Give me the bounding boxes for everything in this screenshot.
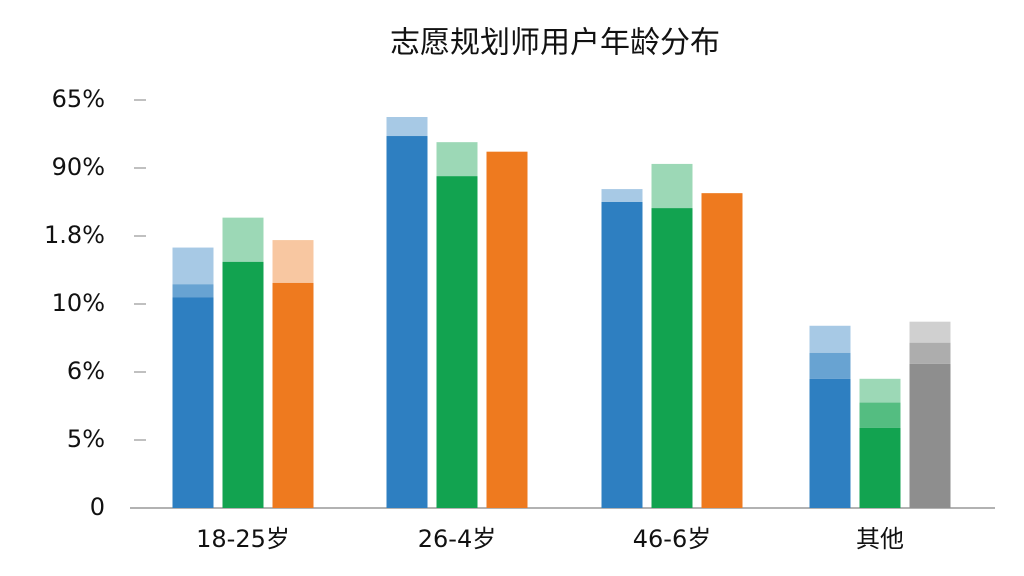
bar-segment: [386, 136, 428, 509]
x-tick-label: 其他: [856, 525, 904, 553]
bar-segment: [909, 363, 951, 508]
bar-segment: [222, 217, 264, 262]
bar-segment: [172, 297, 214, 508]
bar-segment: [651, 208, 693, 508]
x-tick-label: 46-6岁: [633, 525, 711, 553]
bar-segment: [272, 240, 314, 283]
bar-segment: [859, 402, 901, 428]
y-tick-label: 5%: [67, 425, 105, 453]
y-tick-label: 0: [90, 493, 105, 521]
bar-segment: [859, 378, 901, 403]
bar-segment: [222, 261, 264, 508]
bar-segment: [436, 142, 478, 177]
bar-segment: [486, 151, 528, 508]
bar-segment: [701, 193, 743, 508]
bar-segment: [172, 284, 214, 298]
y-tick-label: 90%: [52, 153, 105, 181]
x-tick-label: 26-4岁: [418, 525, 496, 553]
y-tick-label: 1.8%: [44, 221, 105, 249]
bar-segment: [651, 163, 693, 209]
bar-segment: [272, 282, 314, 508]
bar-segment: [809, 378, 851, 508]
y-tick-label: 6%: [67, 357, 105, 385]
y-tick-label: 65%: [52, 85, 105, 113]
bar-segment: [386, 117, 428, 137]
bar-segment: [601, 202, 643, 508]
bar-segment: [859, 427, 901, 508]
bar-segment: [809, 325, 851, 353]
bar-segment: [172, 247, 214, 285]
bar-segment: [909, 342, 951, 364]
x-tick-label: 18-25岁: [196, 525, 290, 553]
chart-title: 志愿规划师用户年龄分布: [390, 26, 720, 61]
bar-segment: [909, 321, 951, 343]
bar-segment: [601, 189, 643, 202]
bar-segment: [436, 176, 478, 508]
y-tick-label: 10%: [52, 289, 105, 317]
bar-segment: [809, 352, 851, 379]
